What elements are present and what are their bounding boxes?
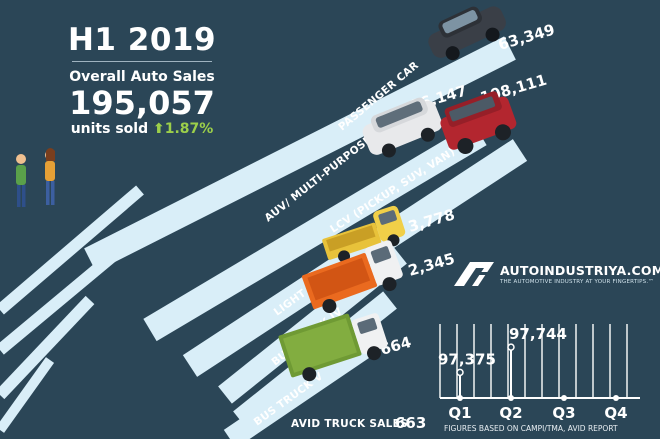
sedan-icon [428,6,506,61]
quarter-tick-label: Q3 [552,404,575,422]
quarter-point [456,368,464,377]
quarter-marker [508,395,514,401]
logo-mark-icon [454,262,494,286]
title-divider [72,61,212,62]
pickup-icon [322,205,406,263]
cargo-truck-icon [278,313,388,382]
growth-value: 1.87% [164,121,214,137]
category-label: AVID TRUCK SALES [291,418,408,430]
suv-icon [440,91,517,154]
units-sold-label: units sold [70,121,149,137]
quarter-marker [561,395,567,401]
source-note: FIGURES BASED ON CAMPI/TMA, AVID REPORT [444,424,618,433]
quarter-tick-label: Q2 [499,404,522,422]
brand-tagline: THE AUTOMOTIVE INDUSTRY AT YOUR FINGERTI… [500,279,654,285]
page-title: H1 2019 [67,22,217,58]
value-label: 2,345 [406,249,457,279]
quarter-tick-label: Q4 [604,404,627,422]
quarter-value-label: 97,375 [438,350,496,368]
quarter-marker [613,395,619,401]
quarterly-sales-chart: 97,375 Q1 97,744 Q2 Q3 Q4 [438,324,640,422]
sales-stripe [84,36,516,272]
brand-logo: AUTOINDUSTRIYA.COM THE AUTOMOTIVE INDUST… [452,260,660,292]
decor-stripe [0,295,95,400]
sales-stripe [143,122,487,342]
total-units: 195,057 [69,84,215,122]
dump-truck-icon [301,240,403,313]
growth-badge: ⬆1.87% [153,121,213,137]
quarter-marker [457,395,463,401]
value-label: 663 [395,414,426,432]
units-sold-line: units sold ⬆1.87% [62,120,222,138]
quarter-tick-label: Q1 [448,404,471,422]
quarter-value-label: 97,744 [509,325,567,343]
people-illustration [16,148,55,207]
decor-stripe [0,185,144,315]
overall-sales-label: Overall Auto Sales [69,69,215,85]
quarter-point [507,343,515,351]
decor-stripe [0,357,55,433]
brand-name: AUTOINDUSTRIYA.COM [500,263,660,278]
headline-block: H1 2019 Overall Auto Sales 195,057 units… [62,22,222,138]
up-arrow-icon: ⬆ [152,121,165,137]
mpv-icon [362,97,443,158]
